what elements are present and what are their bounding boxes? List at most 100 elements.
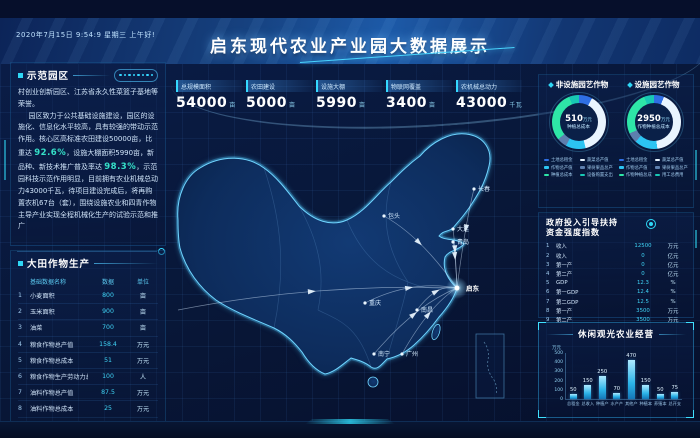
legend-swatch-icon [655,166,660,169]
legend-swatch-icon [544,173,549,177]
corner-bracket [686,322,694,330]
bar-y-axis: 万元 0 100 200 300 400 500 [550,346,565,402]
city-label: 南宁 [378,350,390,358]
city-marker[interactable]: 长春 [472,185,490,193]
bar-value-label: 250 [597,369,608,375]
footer-widget-decoration [305,419,395,424]
datetime-text: 2020年7月15日 9:54:9 星期三 上午好! [16,31,156,39]
city-dot-icon [415,308,419,312]
south-china-sea-inset [475,333,505,399]
city-marker[interactable]: 南昌 [415,306,433,314]
highlight-percent: 98.3% [104,162,137,173]
bar-rect[interactable] [598,376,606,399]
stat-card: 设施大棚 5990 亩 [316,80,382,111]
donut-legend: 土地总租金蔬菜总产值作物总产值果树果品总产值种植总成本设备购置支出 [541,157,616,178]
city-marker[interactable]: 包头 [382,212,400,220]
legend-swatch-icon [580,166,585,169]
city-label: 长春 [478,185,490,193]
connector-line-decoration [17,248,165,255]
bar-rect[interactable] [656,394,664,399]
legend-swatch-icon [544,166,549,169]
bar-value-label: 150 [582,378,593,385]
edge-tick-decoration [695,230,697,248]
stat-value: 54000 亩 [176,95,236,111]
bar-chart-title: 休闲观光农业经营 [546,328,687,340]
panel-title-demo-park: 示范园区 [18,68,158,82]
page-title: 启东现代农业产业园大数据展示 [210,37,490,57]
circuit-dots-icon [114,68,158,82]
donut-facility: 设施园艺作物 2950万元 作物种植总成本 土地总租金 蔬菜总产值 作物总产值 果树果… [616,79,691,203]
city-dot-icon [363,301,367,305]
bar-value-label: 75 [671,385,679,392]
square-bullet-icon [18,260,23,266]
legend-item: 土地总租金 [544,157,577,163]
legend-item: 用工总费用 [655,172,688,178]
panel-title-field-crops: 大田作物生产 [18,256,158,270]
city-marker[interactable]: 南宁 [372,350,390,358]
stat-card: 总规模面积 54000 亩 [176,80,242,111]
city-marker[interactable]: 青岛 [451,238,469,246]
city-marker[interactable]: 大连 [451,225,469,233]
stat-label: 物联网覆盖 [386,80,452,92]
city-marker[interactable]: 重庆 [363,299,381,307]
donut-chart[interactable]: 2950万元 作物种植总成本 [626,95,681,149]
table-row: 5 GDP 12.3 % [546,280,676,287]
bar[interactable]: 75 总开支 [668,353,681,406]
flight-route [177,286,458,311]
bar-rect[interactable] [627,360,635,399]
y-tick-label: 0 [560,397,563,402]
highlight-percent: 92.6% [34,147,67,158]
legend-item: 蔬菜总产值 [580,157,613,163]
china-map[interactable]: 长春包头大连青岛重庆南昌南宁 广州 启东 [168,120,538,422]
city-label: 南昌 [421,306,433,314]
donut-chart[interactable]: 510万元 种植总成本 [551,95,606,149]
bar[interactable]: 50 总租金 [567,353,580,406]
edge-tick-decoration [4,140,6,180]
city-dot-icon [472,187,476,191]
legend-item: 作物总产值 [619,165,652,171]
legend-item: 土地总租金 [619,157,652,163]
table-row: 1 收入 12500 万元 [546,243,679,251]
bar-rect[interactable] [584,385,592,399]
city-marker[interactable]: 广州 [400,350,418,358]
bar-rect[interactable] [671,392,679,399]
stat-card: 农机械总动力 43000 千瓦 [456,80,522,111]
bar[interactable]: 70 水产产 [610,353,623,406]
hub-label: 启东 [466,284,480,293]
stat-label: 总规模面积 [176,80,242,92]
y-tick-label: 100 [554,387,563,393]
bar[interactable]: 250 种植产 [596,353,609,406]
y-tick-label: 500 [554,351,563,356]
table-row: 9 第二产 3500 万元 [546,316,679,324]
table-row: 4 粮食作物总产值 158.4 万元 [18,337,158,353]
city-dot-icon [451,227,455,231]
stat-label: 农田建设 [246,80,312,92]
plane-icon [409,311,417,319]
table-row: 7 第二GDP 12.5 % [546,298,676,306]
hub-marker[interactable]: 启东 [446,277,480,299]
city-label: 青岛 [457,238,469,246]
bar[interactable]: 150 种植本 [639,353,652,406]
bar[interactable]: 470 其他产 [625,353,638,406]
y-tick-label: 300 [554,369,563,375]
bar-rect[interactable] [569,394,577,399]
city-dot-icon [451,240,455,244]
plane-icon [423,311,431,320]
corner-bracket [538,322,546,330]
city-label: 重庆 [369,299,381,307]
bar-rect[interactable] [613,392,621,399]
table-row: 3 油菜 700 亩 [18,320,158,337]
panel-demo-park: 示范园区 村创业创新园区、江苏省永久性菜篮子基地等荣誉。 园区致力于公共基础设施… [10,62,166,255]
bar[interactable]: 150 总收入 [581,353,594,406]
stat-card: 物联网覆盖 3400 亩 [386,80,452,111]
bar-category-label: 养殖本 [653,401,667,406]
bar-value-label: 150 [640,378,651,385]
country-outline [175,131,505,399]
city-dot-icon [372,352,376,356]
bar-rect[interactable] [642,385,650,399]
donut-non-facility: 非设施园艺作物 510万元 种植总成本 土地总租金 蔬菜总产值 作物总产值 果树果品总… [541,79,616,203]
bar[interactable]: 50 养殖本 [654,353,667,406]
table-header: 基础数据名称 数据 单位 [30,278,149,286]
